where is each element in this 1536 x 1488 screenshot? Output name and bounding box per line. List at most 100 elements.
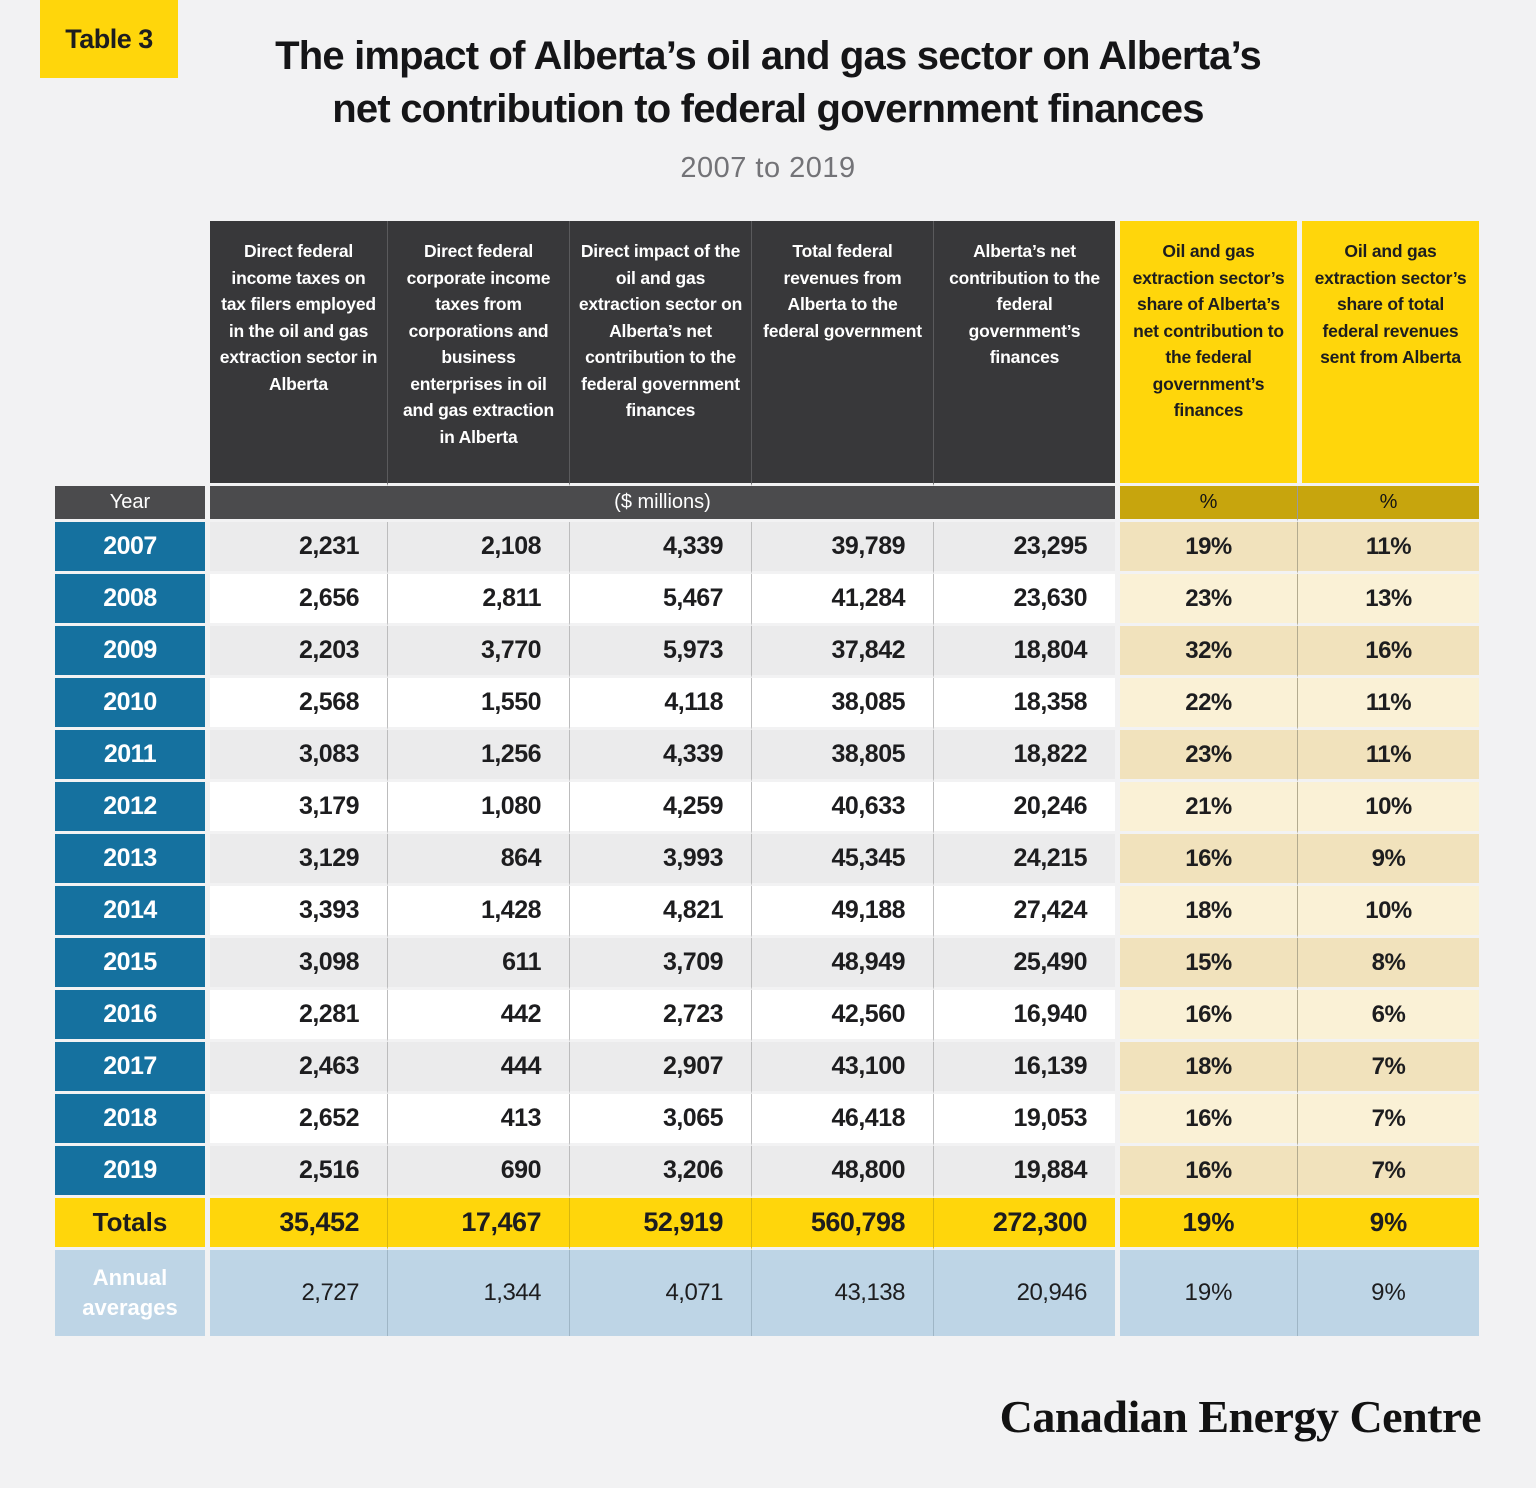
- percent-cell: 11%: [1297, 730, 1479, 782]
- column-header-income-taxes: Direct federal income taxes on tax filer…: [205, 221, 387, 486]
- column-header-corporate-taxes: Direct federal corporate income taxes fr…: [387, 221, 569, 486]
- average-percent-cell: 19%: [1115, 1250, 1297, 1336]
- year-cell: 2018: [55, 1094, 205, 1146]
- column-header-share-of-net-contribution: Oil and gas extraction sector’s share of…: [1115, 221, 1297, 486]
- value-cell: 24,215: [933, 834, 1115, 886]
- value-cell: 2,811: [387, 574, 569, 626]
- year-cell: 2014: [55, 886, 205, 938]
- value-cell: 3,709: [569, 938, 751, 990]
- percent-cell: 7%: [1297, 1146, 1479, 1198]
- column-header-net-contribution: Alberta’s net contribution to the federa…: [933, 221, 1115, 486]
- totals-row: Totals 35,452 17,467 52,919 560,798 272,…: [55, 1198, 1479, 1250]
- value-cell: 2,203: [205, 626, 387, 678]
- percent-cell: 32%: [1115, 626, 1297, 678]
- percent-cell: 16%: [1115, 1146, 1297, 1198]
- value-cell: 3,065: [569, 1094, 751, 1146]
- value-cell: 46,418: [751, 1094, 933, 1146]
- average-value-cell: 1,344: [387, 1250, 569, 1336]
- value-cell: 39,789: [751, 522, 933, 574]
- value-cell: 41,284: [751, 574, 933, 626]
- percent-cell: 18%: [1115, 886, 1297, 938]
- value-cell: 23,630: [933, 574, 1115, 626]
- totals-value-cell: 52,919: [569, 1198, 751, 1250]
- average-value-cell: 20,946: [933, 1250, 1115, 1336]
- column-header-total-federal-revenues: Total federal revenues from Alberta to t…: [751, 221, 933, 486]
- year-cell: 2016: [55, 990, 205, 1042]
- data-table: Direct federal income taxes on tax filer…: [55, 221, 1479, 1336]
- value-cell: 442: [387, 990, 569, 1042]
- value-cell: 48,800: [751, 1146, 933, 1198]
- value-cell: 2,108: [387, 522, 569, 574]
- table-row: 2010 2,568 1,550 4,118 38,085 18,358 22% 11%: [55, 678, 1479, 730]
- percent-cell: 16%: [1115, 834, 1297, 886]
- year-cell: 2010: [55, 678, 205, 730]
- value-cell: 1,256: [387, 730, 569, 782]
- value-cell: 20,246: [933, 782, 1115, 834]
- header-spacer: [55, 221, 205, 486]
- year-cell: 2011: [55, 730, 205, 782]
- percent-cell: 19%: [1115, 522, 1297, 574]
- value-cell: 3,206: [569, 1146, 751, 1198]
- value-cell: 2,652: [205, 1094, 387, 1146]
- value-cell: 2,516: [205, 1146, 387, 1198]
- percent-cell: 16%: [1115, 990, 1297, 1042]
- percent-cell: 10%: [1297, 886, 1479, 938]
- value-cell: 16,139: [933, 1042, 1115, 1094]
- percent-cell: 11%: [1297, 522, 1479, 574]
- table-row: 2007 2,231 2,108 4,339 39,789 23,295 19% 11%: [55, 522, 1479, 574]
- page-title-line1: The impact of Alberta’s oil and gas sect…: [275, 34, 1262, 78]
- value-cell: 18,358: [933, 678, 1115, 730]
- value-cell: 4,259: [569, 782, 751, 834]
- totals-value-cell: 17,467: [387, 1198, 569, 1250]
- page-title: The impact of Alberta’s oil and gas sect…: [0, 30, 1536, 136]
- value-cell: 16,940: [933, 990, 1115, 1042]
- value-cell: 2,907: [569, 1042, 751, 1094]
- percent-cell: 8%: [1297, 938, 1479, 990]
- average-percent-cell: 9%: [1297, 1250, 1479, 1336]
- value-cell: 1,428: [387, 886, 569, 938]
- value-cell: 43,100: [751, 1042, 933, 1094]
- totals-percent-cell: 19%: [1115, 1198, 1297, 1250]
- value-cell: 38,085: [751, 678, 933, 730]
- annual-averages-label: Annual averages: [55, 1250, 205, 1336]
- value-cell: 38,805: [751, 730, 933, 782]
- value-cell: 690: [387, 1146, 569, 1198]
- value-cell: 37,842: [751, 626, 933, 678]
- percent-cell: 21%: [1115, 782, 1297, 834]
- value-cell: 3,179: [205, 782, 387, 834]
- value-cell: 18,804: [933, 626, 1115, 678]
- year-cell: 2007: [55, 522, 205, 574]
- year-cell: 2013: [55, 834, 205, 886]
- value-cell: 864: [387, 834, 569, 886]
- percent-cell: 10%: [1297, 782, 1479, 834]
- value-cell: 42,560: [751, 990, 933, 1042]
- percent-cell: 7%: [1297, 1042, 1479, 1094]
- value-cell: 18,822: [933, 730, 1115, 782]
- value-cell: 27,424: [933, 886, 1115, 938]
- value-cell: 4,339: [569, 730, 751, 782]
- page-title-line2: net contribution to federal government f…: [332, 87, 1204, 131]
- totals-value-cell: 272,300: [933, 1198, 1115, 1250]
- percent-units-label: %: [1297, 486, 1479, 522]
- value-cell: 2,568: [205, 678, 387, 730]
- year-cell: 2009: [55, 626, 205, 678]
- percent-cell: 16%: [1297, 626, 1479, 678]
- table-row: 2017 2,463 444 2,907 43,100 16,139 18% 7%: [55, 1042, 1479, 1094]
- millions-units-label: ($ millions): [205, 486, 1115, 522]
- percent-cell: 23%: [1115, 574, 1297, 626]
- value-cell: 4,118: [569, 678, 751, 730]
- table-row: 2012 3,179 1,080 4,259 40,633 20,246 21% 10%: [55, 782, 1479, 834]
- table-row: 2019 2,516 690 3,206 48,800 19,884 16% 7%: [55, 1146, 1479, 1198]
- value-cell: 2,231: [205, 522, 387, 574]
- average-value-cell: 43,138: [751, 1250, 933, 1336]
- value-cell: 5,973: [569, 626, 751, 678]
- totals-percent-cell: 9%: [1297, 1198, 1479, 1250]
- value-cell: 2,281: [205, 990, 387, 1042]
- column-header-row: Direct federal income taxes on tax filer…: [55, 221, 1479, 486]
- percent-cell: 15%: [1115, 938, 1297, 990]
- percent-cell: 7%: [1297, 1094, 1479, 1146]
- table-row: 2009 2,203 3,770 5,973 37,842 18,804 32% 16%: [55, 626, 1479, 678]
- table-number-badge: Table 3: [40, 0, 178, 78]
- value-cell: 3,083: [205, 730, 387, 782]
- title-block: The impact of Alberta’s oil and gas sect…: [0, 0, 1536, 185]
